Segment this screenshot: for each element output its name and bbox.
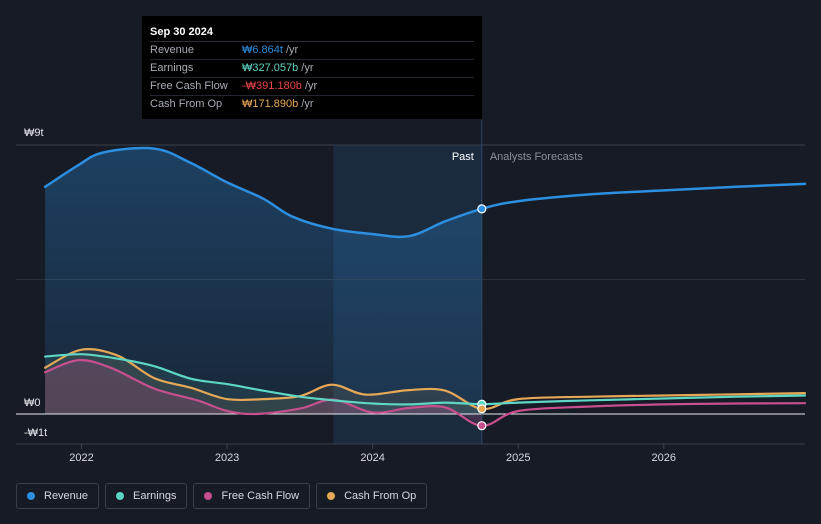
x-tick-label: 2026 <box>652 452 676 464</box>
legend-label: Revenue <box>44 490 89 502</box>
tooltip-label: Revenue <box>150 44 195 56</box>
legend-dot-icon <box>204 492 213 500</box>
forecast-label: Analysts Forecasts <box>490 151 583 163</box>
legend-dot-icon <box>327 492 336 500</box>
past-label: Past <box>452 151 474 163</box>
earnings-line <box>44 353 807 406</box>
legend-item-revenue[interactable]: Revenue <box>16 483 100 509</box>
legend-dot-icon <box>116 492 125 500</box>
y-tick-label: -₩1t <box>24 427 47 439</box>
tooltip-label: Free Cash Flow <box>150 80 228 92</box>
legend-dot-icon <box>27 492 35 500</box>
legend-label: Free Cash Flow <box>221 490 300 502</box>
tooltip-unit: /yr <box>304 80 318 92</box>
tooltip-row-free-cash-flow: Free Cash Flow -₩391.180b /yr <box>150 78 474 96</box>
x-tick-label: 2024 <box>360 452 384 464</box>
earnings-area <box>45 354 482 414</box>
legend: Revenue Earnings Free Cash Flow Cash Fro… <box>16 483 428 511</box>
legend-item-free-cash-flow[interactable]: Free Cash Flow <box>193 483 311 509</box>
tooltip-label: Cash From Op <box>150 98 223 110</box>
tooltip-unit: /yr <box>285 44 299 56</box>
free-cash-flow-marker <box>477 421 487 431</box>
tooltip-row-earnings: Earnings ₩327.057b /yr <box>150 60 474 78</box>
y-tick-label: ₩9t <box>24 127 44 139</box>
free-cash-flow-line <box>44 359 807 427</box>
chart-area: ₩9t ₩0 -₩1t 2022 2023 2024 2025 2026 Past Analyst… <box>16 120 807 464</box>
y-tick-label: ₩0 <box>24 397 41 409</box>
free-cash-flow-area <box>45 360 482 426</box>
tooltip-value-free-cash-flow: -₩391.180b <box>242 80 302 92</box>
legend-label: Cash From Op <box>344 490 417 502</box>
tooltip-value-revenue: ₩6.864t <box>242 44 283 56</box>
tooltip: Sep 30 2024 Revenue ₩6.864t /yr Earnings… <box>142 16 482 119</box>
cash-from-op-line <box>44 348 807 411</box>
tooltip-row-revenue: Revenue ₩6.864t /yr <box>150 42 474 60</box>
cash-from-op-area <box>45 349 482 414</box>
tooltip-unit: /yr <box>301 98 314 110</box>
tooltip-value-earnings: ₩327.057b <box>242 62 299 74</box>
revenue-line <box>43 146 807 239</box>
x-tick-label: 2025 <box>506 452 530 464</box>
tooltip-row-cash-from-op: Cash From Op ₩171.890b /yr <box>150 96 474 113</box>
legend-label: Earnings <box>133 490 177 502</box>
revenue-marker <box>477 204 487 214</box>
tooltip-date: Sep 30 2024 <box>150 24 474 42</box>
tooltip-unit: /yr <box>301 62 314 74</box>
cash-from-op-marker <box>477 404 487 414</box>
x-tick-label: 2022 <box>69 452 93 464</box>
tooltip-value-cash-from-op: ₩171.890b <box>242 98 299 110</box>
x-tick-label: 2023 <box>215 452 239 464</box>
legend-item-cash-from-op[interactable]: Cash From Op <box>316 483 428 509</box>
tooltip-label: Earnings <box>150 62 194 74</box>
legend-item-earnings[interactable]: Earnings <box>105 483 188 509</box>
revenue-area <box>45 148 482 415</box>
